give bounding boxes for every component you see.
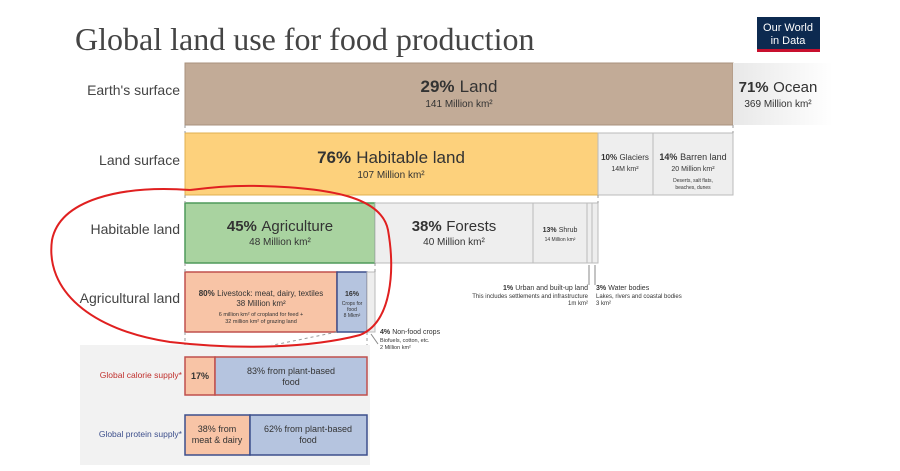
area: 107 Million km² (357, 170, 425, 181)
note: Lakes, rivers and coastal bodies (596, 294, 682, 300)
water-bar (591, 202, 599, 264)
urban-bar (586, 202, 593, 264)
row-label: Agricultural land (80, 290, 180, 306)
segment-name: Glaciers (620, 153, 649, 162)
logo-text: in Data (771, 35, 807, 47)
segment-heading: 13% Shrub (543, 227, 578, 234)
shrub-bar (532, 202, 588, 264)
segment-heading: 10% Glaciers (601, 153, 649, 162)
share: 80% (199, 289, 215, 298)
share: 38% (412, 218, 442, 235)
segment-name: Land (460, 77, 498, 96)
calorie-animal-bar (184, 356, 216, 396)
note: Deserts, salt flats, (673, 178, 713, 184)
supply-text: 83% from plant-based (247, 366, 335, 376)
area: 8 Mkm² (344, 313, 361, 319)
note: This includes settlements and infrastruc… (472, 294, 588, 300)
segment-name: Shrub (559, 227, 578, 234)
supply-label: Global protein supply* (99, 429, 183, 439)
share: 3% (596, 285, 607, 292)
habitable-bar (184, 132, 599, 196)
share: 71% (739, 79, 769, 96)
crops-bar (336, 271, 368, 333)
land-bar (184, 62, 734, 126)
share: 1% (503, 285, 514, 292)
area: 38 Million km² (236, 299, 286, 308)
share: 13% (543, 227, 558, 234)
segment-heading: 45% Agriculture (227, 218, 333, 235)
share: 4% (380, 329, 391, 336)
segment-name: Forests (446, 218, 496, 235)
title: Global land use for food production (75, 21, 534, 57)
segment-name: Non-food crops (392, 329, 440, 336)
segment-heading: 76% Habitable land (317, 148, 465, 167)
segment-heading: 1% Urban and built-up land (503, 285, 588, 292)
segment-heading: 4% Non-food crops (380, 329, 441, 336)
nonfood-pointer (370, 333, 379, 345)
protein-plant-bar (249, 414, 368, 456)
note: 1m km² (568, 301, 588, 307)
logo-text: Our World (763, 22, 813, 34)
supply-text: 17% (191, 371, 209, 381)
segment-name: Habitable land (356, 148, 465, 167)
supply-text: food (282, 377, 300, 387)
share: 45% (227, 218, 257, 235)
supply-text: 38% from (198, 424, 237, 434)
calorie-plant-bar (214, 356, 368, 396)
row-label: Land surface (99, 152, 180, 168)
segment-name: food (347, 307, 357, 313)
forests-bar (374, 202, 534, 264)
supply-text: food (299, 435, 317, 445)
note: 3 km² (596, 301, 611, 307)
supply-text: meat & dairy (192, 435, 243, 445)
segment-name: Urban and built-up land (515, 285, 588, 292)
share: 76% (317, 148, 351, 167)
note: 2 Million km² (380, 345, 411, 351)
segment-heading: 14% Barren land (659, 152, 726, 162)
logo-stripe (757, 49, 820, 52)
share: 16% (345, 291, 360, 298)
segment-name: Agriculture (261, 218, 333, 235)
supply-label: Global calorie supply* (100, 370, 183, 380)
note: beaches, dunes (675, 185, 711, 191)
note: 32 million km² of grazing land (225, 319, 297, 325)
logo-box (757, 17, 820, 51)
share: 29% (421, 77, 455, 96)
area: 20 Million km² (671, 166, 715, 173)
supply-text: 62% from plant-based (264, 424, 352, 434)
area: 141 Million km² (425, 99, 493, 110)
segment-heading: 3% Water bodies (596, 285, 650, 292)
segment-name: Crops for (342, 301, 363, 307)
segment-heading: 29% Land (421, 77, 498, 96)
segment-name: Water bodies (608, 285, 649, 292)
agriculture-bar (184, 202, 376, 264)
highlight-ellipse (50, 184, 393, 348)
area: 40 Million km² (423, 237, 485, 248)
note: 6 million km² of cropland for feed + (219, 312, 304, 318)
segment-heading: 38% Forests (412, 218, 497, 235)
share: 14% (659, 152, 677, 162)
ocean-bar (733, 63, 833, 125)
nonfood-bar (366, 271, 376, 333)
row-label: Habitable land (90, 221, 180, 237)
row-label: Earth's surface (87, 82, 180, 98)
share: 10% (601, 153, 617, 162)
segment-name: Ocean (773, 79, 817, 96)
segment-heading: 80% Livestock: meat, dairy, textiles (199, 289, 324, 298)
barren-bar (652, 132, 734, 196)
segment-heading: 71% Ocean (739, 79, 818, 96)
segment-name: Barren land (680, 152, 727, 162)
area: 14 Million km² (545, 237, 576, 243)
glaciers-bar (597, 132, 654, 196)
area: 48 Million km² (249, 237, 311, 248)
segment-name: Livestock: meat, dairy, textiles (217, 289, 323, 298)
note: Biofuels, cotton, etc. (380, 338, 430, 344)
area: 369 Million km² (744, 99, 812, 110)
area: 14M km² (611, 166, 639, 173)
